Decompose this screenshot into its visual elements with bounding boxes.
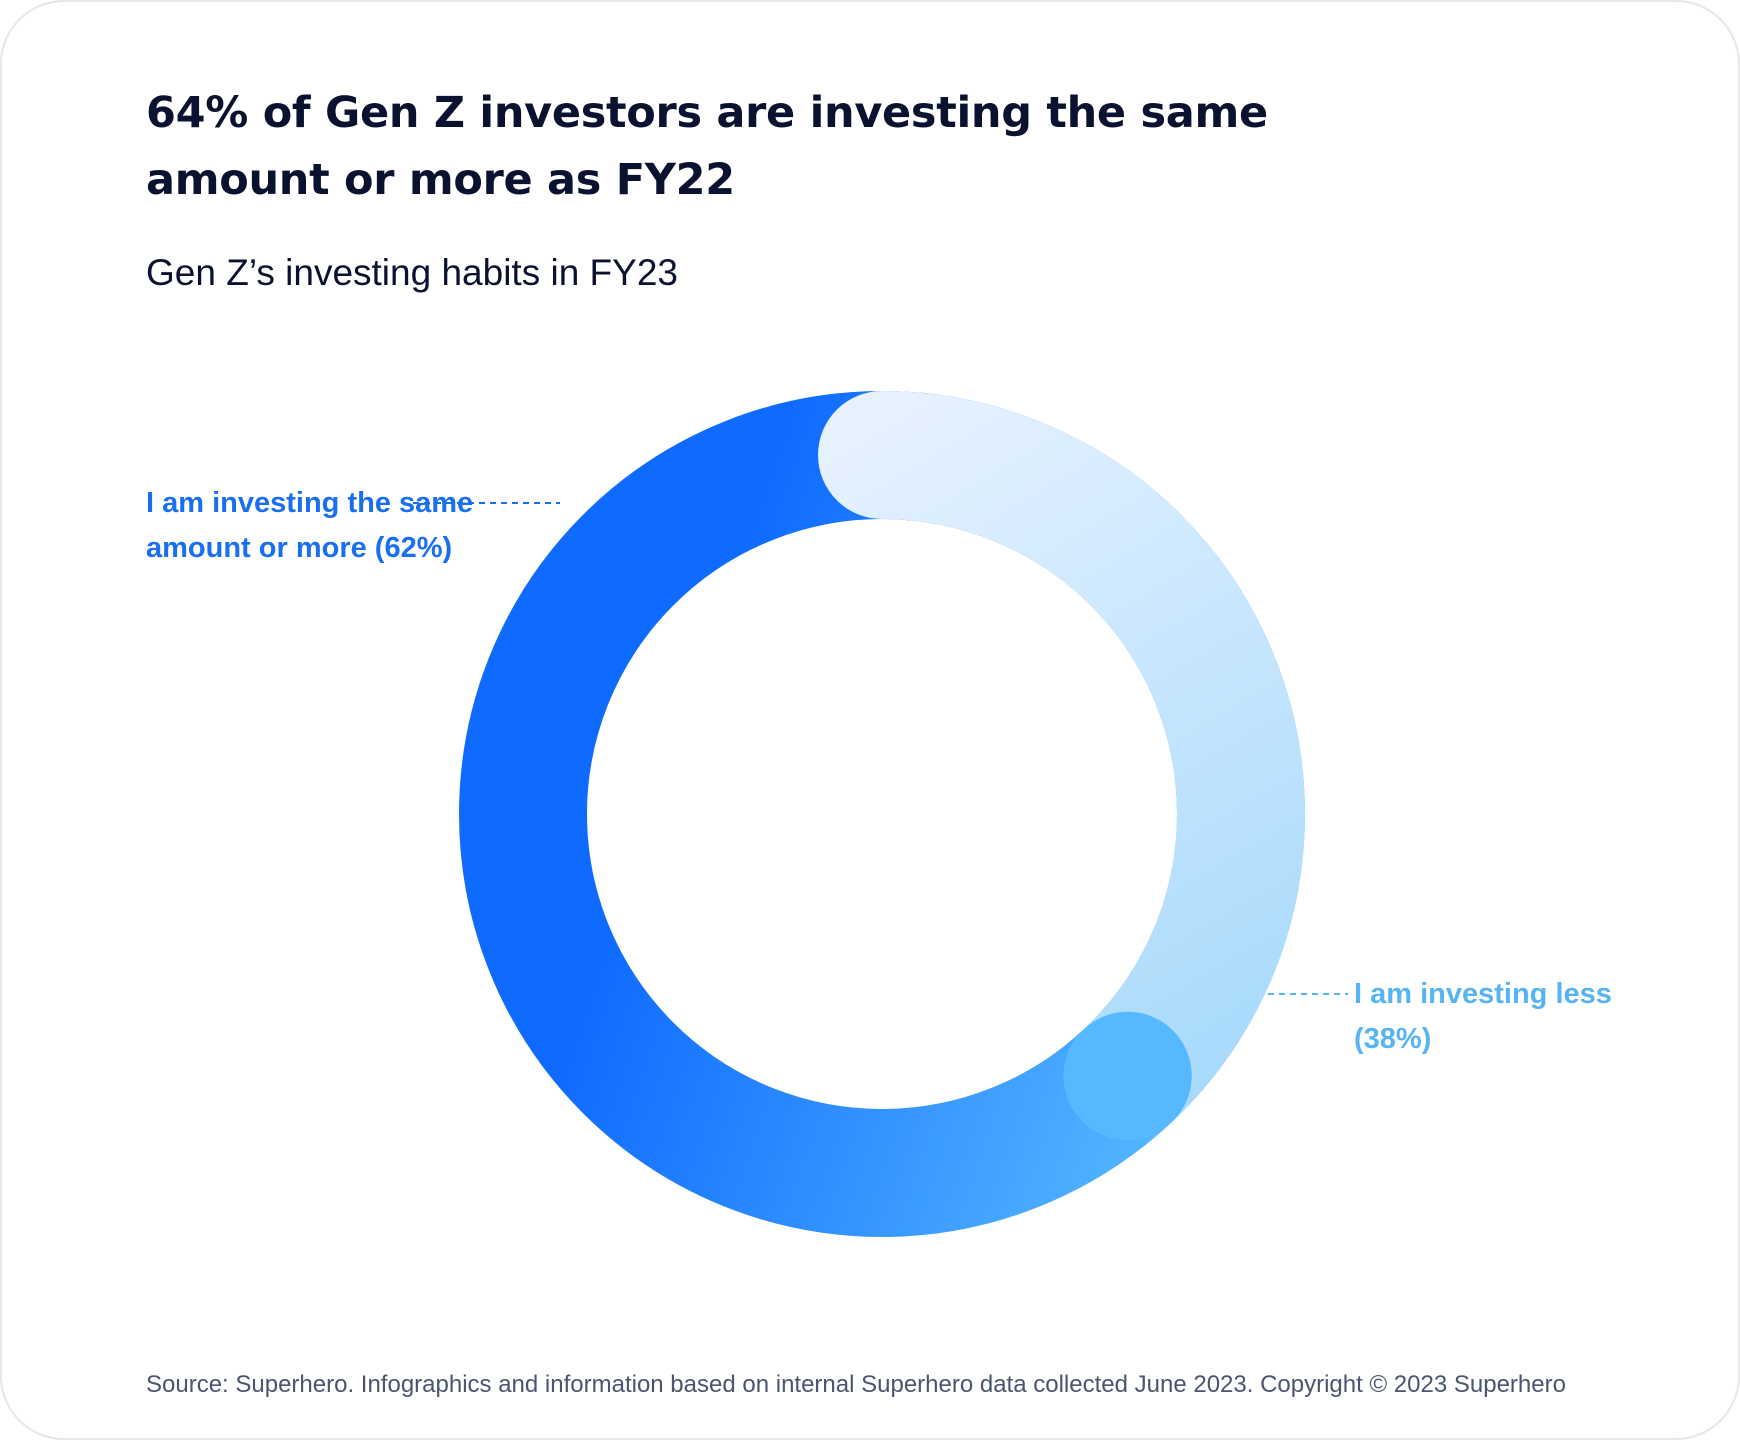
source-note: Source: Superhero. Infographics and info… xyxy=(146,1371,1566,1398)
slice-label-same-or-more: I am investing the same amount or more (… xyxy=(146,487,474,564)
chart-title: 64% of Gen Z investors are investing the… xyxy=(146,88,1268,205)
slice-same-or-more-cap xyxy=(1063,1011,1192,1140)
chart-subtitle: Gen Z’s investing habits in FY23 xyxy=(146,252,678,293)
slice-label-less: I am investing less (38%) xyxy=(1354,978,1612,1055)
slice-less xyxy=(818,391,1305,1140)
